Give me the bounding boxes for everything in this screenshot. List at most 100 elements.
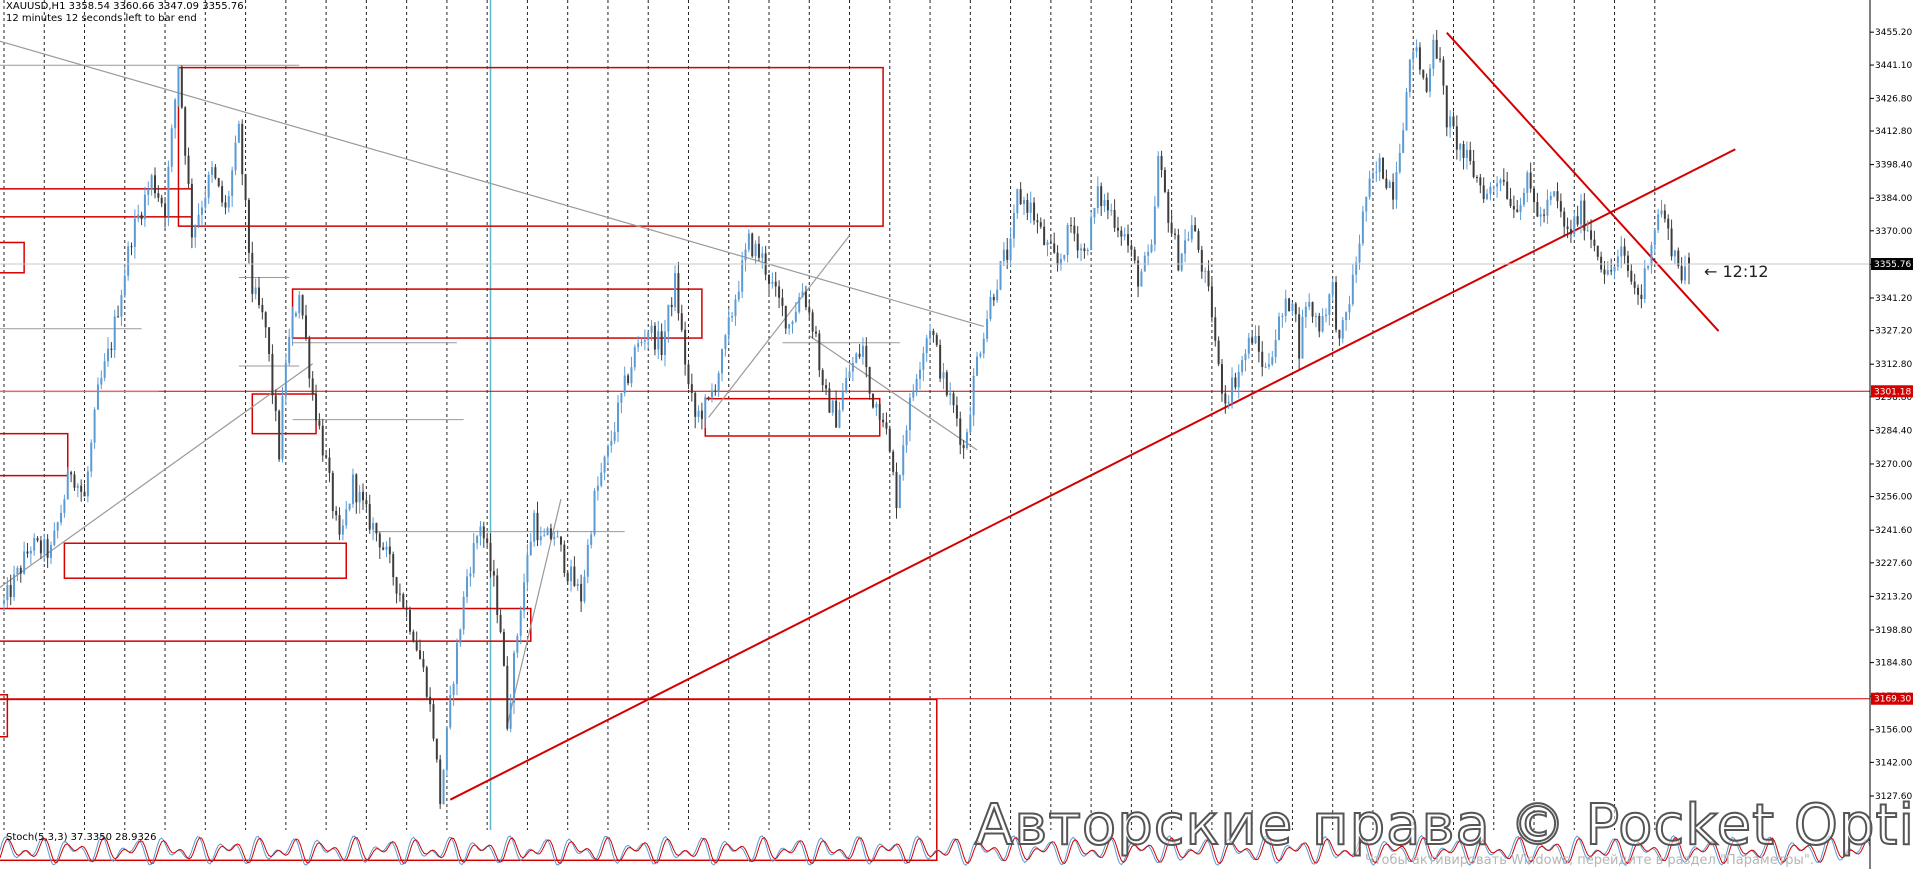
candle-body (338, 515, 341, 535)
candle-body (304, 315, 307, 339)
candle-body (211, 167, 214, 175)
candle-body (258, 287, 261, 305)
candle-body (140, 214, 143, 220)
candle-body (653, 325, 656, 350)
candle-body (459, 629, 462, 643)
candle-body (529, 541, 532, 555)
candle-body (1449, 116, 1452, 128)
candle-body (1519, 204, 1522, 212)
candle-body (851, 362, 854, 372)
candle-body (1284, 298, 1287, 316)
candle-body (16, 567, 19, 575)
candle-body (378, 533, 381, 548)
candle-body (1163, 170, 1166, 192)
candle-body (1408, 59, 1411, 93)
candle-body (855, 353, 858, 363)
candle-body (519, 610, 522, 636)
candle-body (261, 304, 264, 313)
candle-body (606, 445, 609, 457)
candle-body (1177, 234, 1180, 271)
candle-body (1368, 178, 1371, 197)
candle-body (835, 400, 838, 428)
candle-body (596, 485, 599, 491)
candle-body (174, 99, 177, 129)
candle-body (1039, 222, 1042, 227)
candle-body (617, 402, 620, 433)
candle-body (1227, 402, 1230, 404)
candle-body (543, 535, 546, 537)
candle-body (365, 500, 368, 504)
candle-body (1576, 216, 1579, 225)
candle-body (731, 316, 734, 318)
tick-label: 3327.20 (1875, 327, 1912, 337)
candle-body (929, 330, 932, 339)
candle-body (1529, 172, 1532, 189)
candle-body (848, 371, 851, 378)
candle-body (1046, 242, 1049, 245)
price-label: 3169.30 (1874, 695, 1911, 705)
candle-body (1533, 188, 1536, 203)
candle-body (502, 632, 505, 666)
candle-body (1422, 69, 1425, 78)
candle-body (288, 336, 291, 364)
candle-body (754, 243, 757, 257)
stochastic-oscillator (0, 834, 1870, 867)
candle-body (841, 392, 844, 410)
candle-body (1180, 253, 1183, 271)
candle-body (442, 769, 445, 805)
candle-body (251, 252, 254, 294)
candle-body (127, 246, 130, 276)
candle-body (1328, 294, 1331, 315)
candle-body (170, 128, 173, 167)
candle-body (1566, 226, 1569, 229)
candle-body (1382, 157, 1385, 179)
candle-body (814, 331, 817, 334)
candle-body (466, 576, 469, 597)
candle-body (1170, 222, 1173, 234)
candle-body (523, 582, 526, 611)
candle-body (727, 317, 730, 336)
candle-body (1412, 51, 1415, 60)
candle-body (563, 544, 566, 573)
candle-body (707, 397, 710, 399)
candle-body (1090, 217, 1093, 250)
candle-body (657, 331, 660, 350)
tick-label: 3127.60 (1875, 792, 1912, 802)
candle-body (1647, 265, 1650, 269)
candle-body (1345, 312, 1348, 321)
candle-body (1254, 335, 1257, 344)
candle-body (19, 567, 22, 574)
candle-body (153, 175, 156, 194)
candle-body (1553, 191, 1556, 196)
candle-body (1207, 270, 1210, 287)
tick-label: 3241.60 (1875, 526, 1912, 536)
candle-body (1083, 248, 1086, 252)
candle-body (942, 372, 945, 379)
resistance-line (0, 40, 984, 327)
candle-body (1489, 186, 1492, 194)
candle-body (499, 614, 502, 633)
candle-body (1120, 230, 1123, 237)
candle-body (697, 410, 700, 417)
candle-body (1274, 339, 1277, 358)
vertical-grid (3, 0, 1656, 830)
candle-body (1133, 249, 1136, 261)
stochastic-label: Stoch(5,3,3) 37.3350 28.9326 (6, 832, 157, 843)
candle-body (1348, 304, 1351, 313)
candle-body (1388, 181, 1391, 189)
candle-body (825, 385, 828, 389)
candle-body (1204, 270, 1207, 272)
analysis-drawings[interactable] (0, 31, 1736, 862)
candle-body (506, 665, 509, 729)
candle-body (794, 311, 797, 322)
candle-body (1556, 191, 1559, 202)
candle-body (117, 316, 120, 318)
candle-body (39, 540, 42, 554)
candle-body (1475, 177, 1478, 179)
candle-body (526, 554, 529, 583)
candle-body (221, 186, 224, 203)
candle-body (1596, 245, 1599, 257)
candle-body (1499, 179, 1502, 184)
candle-body (405, 607, 408, 610)
